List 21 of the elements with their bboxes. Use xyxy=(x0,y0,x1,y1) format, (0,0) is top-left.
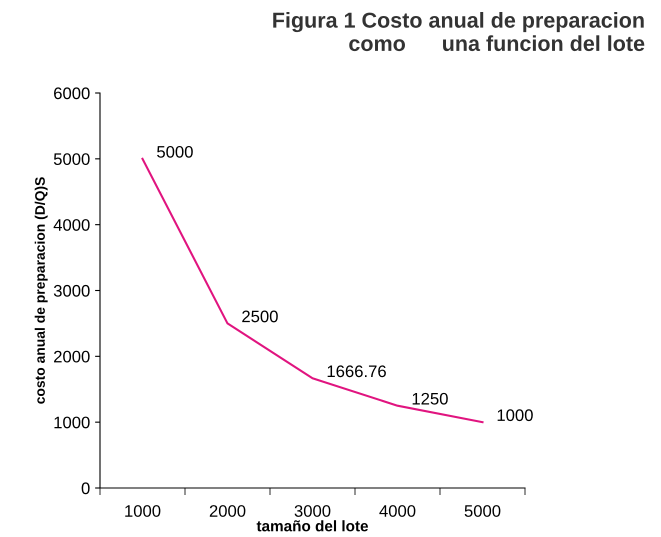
y-tick-label: 1000 xyxy=(54,416,90,428)
x-tick-label: 3000 xyxy=(294,505,330,517)
data-label: 5000 xyxy=(157,146,193,158)
x-tick-label: 2000 xyxy=(210,505,246,517)
line-series xyxy=(141,158,484,424)
y-axis-title: costo anual de preparacion (D/Q)S xyxy=(34,177,48,404)
y-tick-label: 3000 xyxy=(54,284,90,297)
x-tick-label: 5000 xyxy=(464,505,500,517)
x-tick-label: 1000 xyxy=(125,505,160,517)
data-label: 1250 xyxy=(412,392,448,405)
y-tick-label: 4000 xyxy=(54,219,90,231)
x-axis-title: tamaño del lote xyxy=(256,520,368,532)
x-tick-label: 4000 xyxy=(379,505,416,517)
data-label: 1666.76 xyxy=(328,365,386,378)
y-tick-label: 0 xyxy=(82,482,90,494)
chart-title: Figura 1 Costo anual de preparacion como una funcion del lote xyxy=(273,12,644,52)
y-tick-label: 5000 xyxy=(54,153,90,166)
y-tick-label: 6000 xyxy=(54,87,90,100)
data-label: 1000 xyxy=(498,409,533,422)
y-tick-label: 2000 xyxy=(54,350,90,363)
data-label: 2500 xyxy=(242,310,278,322)
